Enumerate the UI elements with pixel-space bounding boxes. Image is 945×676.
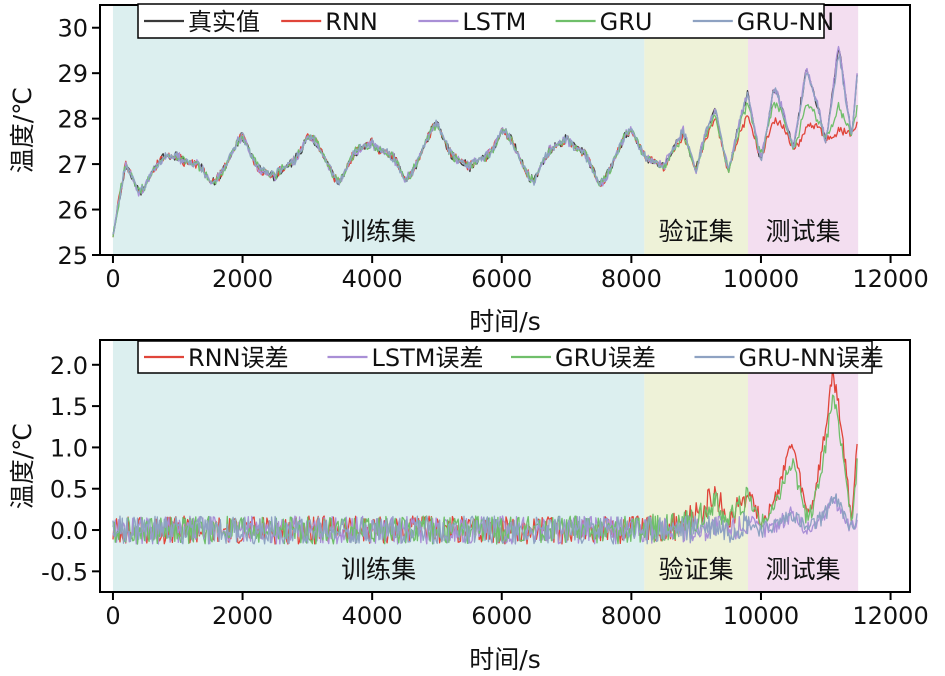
x-tick-label: 10000 bbox=[723, 265, 799, 293]
axis-ticks: 0 2000 4000 6000 8000 10000 12000 -0.5 0.0 0.5 1.0… bbox=[41, 352, 929, 630]
axis-ticks: 0 2000 4000 6000 8000 10000 12000 25 26 27 28 29 30 bbox=[57, 15, 928, 293]
region-1 bbox=[644, 5, 748, 255]
y-tick-label: 1.5 bbox=[50, 393, 88, 421]
region-labels: 训练集 验证集 测试集 bbox=[341, 217, 840, 246]
y-tick-label: 2.0 bbox=[50, 352, 88, 380]
region-backgrounds bbox=[112, 5, 859, 255]
region-label-2: 测试集 bbox=[766, 555, 841, 584]
x-tick-label: 0 bbox=[105, 602, 120, 630]
x-tick-label: 2000 bbox=[212, 265, 273, 293]
y-tick-label: 27 bbox=[57, 151, 88, 179]
x-tick-label: 4000 bbox=[342, 265, 403, 293]
legend-label: GRU bbox=[600, 8, 653, 36]
region-2 bbox=[748, 340, 859, 592]
y-tick-label: 1.0 bbox=[50, 434, 88, 462]
y-tick-label: 25 bbox=[57, 242, 88, 270]
x-tick-label: 6000 bbox=[471, 602, 532, 630]
legend: 真实值 RNN LSTM GRU GRU-NN bbox=[137, 3, 834, 39]
x-tick-label: 8000 bbox=[601, 602, 662, 630]
series-line-4 bbox=[112, 54, 858, 235]
series-lines bbox=[112, 45, 858, 238]
legend-label: RNN bbox=[325, 8, 378, 36]
legend-label: LSTM误差 bbox=[372, 344, 484, 372]
region-1 bbox=[644, 340, 748, 592]
region-label-1: 验证集 bbox=[659, 217, 734, 246]
series-lines bbox=[112, 366, 858, 545]
x-tick-label: 4000 bbox=[342, 602, 403, 630]
legend-label: GRU-NN bbox=[737, 8, 834, 36]
x-tick-label: 6000 bbox=[471, 265, 532, 293]
x-tick-label: 0 bbox=[105, 265, 120, 293]
x-tick-label: 2000 bbox=[212, 602, 273, 630]
region-label-1: 验证集 bbox=[659, 555, 734, 584]
y-tick-label: 0.0 bbox=[50, 517, 88, 545]
region-labels: 训练集 验证集 测试集 bbox=[341, 555, 840, 584]
y-tick-label: 0.5 bbox=[50, 476, 88, 504]
region-0 bbox=[112, 340, 645, 592]
error-chart: 0 2000 4000 6000 8000 10000 12000 -0.5 0.0 0.5 1.0… bbox=[8, 339, 929, 674]
x-axis-label: 时间/s bbox=[469, 307, 540, 336]
x-tick-label: 12000 bbox=[852, 265, 928, 293]
legend: RNN误差 LSTM误差 GRU误差 GRU-NN误差 bbox=[137, 340, 884, 374]
region-0 bbox=[112, 5, 645, 255]
y-axis-label: 温度/℃ bbox=[8, 87, 37, 174]
y-tick-label: 29 bbox=[57, 60, 88, 88]
legend-label: RNN误差 bbox=[188, 344, 289, 372]
legend-box bbox=[137, 340, 873, 374]
x-axis-label: 时间/s bbox=[469, 645, 540, 674]
region-label-0: 训练集 bbox=[341, 217, 416, 246]
region-label-2: 测试集 bbox=[766, 217, 841, 246]
legend-label: LSTM bbox=[462, 8, 526, 36]
plot-frame bbox=[99, 339, 911, 593]
region-backgrounds bbox=[112, 340, 859, 592]
y-axis-label: 温度/℃ bbox=[8, 423, 37, 510]
x-tick-label: 10000 bbox=[723, 602, 799, 630]
region-label-0: 训练集 bbox=[341, 555, 416, 584]
legend-label: GRU误差 bbox=[555, 344, 656, 372]
legend-label: GRU-NN误差 bbox=[739, 344, 884, 372]
x-tick-label: 12000 bbox=[852, 602, 928, 630]
x-tick-label: 8000 bbox=[601, 265, 662, 293]
temperature-chart: 0 2000 4000 6000 8000 10000 12000252627282930 … bbox=[8, 3, 929, 336]
series-line-3 bbox=[112, 493, 858, 545]
y-tick-label: -0.5 bbox=[41, 558, 88, 586]
y-tick-label: 26 bbox=[57, 197, 88, 225]
legend-label: 真实值 bbox=[188, 8, 260, 36]
y-tick-label: 30 bbox=[57, 15, 88, 43]
y-tick-label: 28 bbox=[57, 106, 88, 134]
